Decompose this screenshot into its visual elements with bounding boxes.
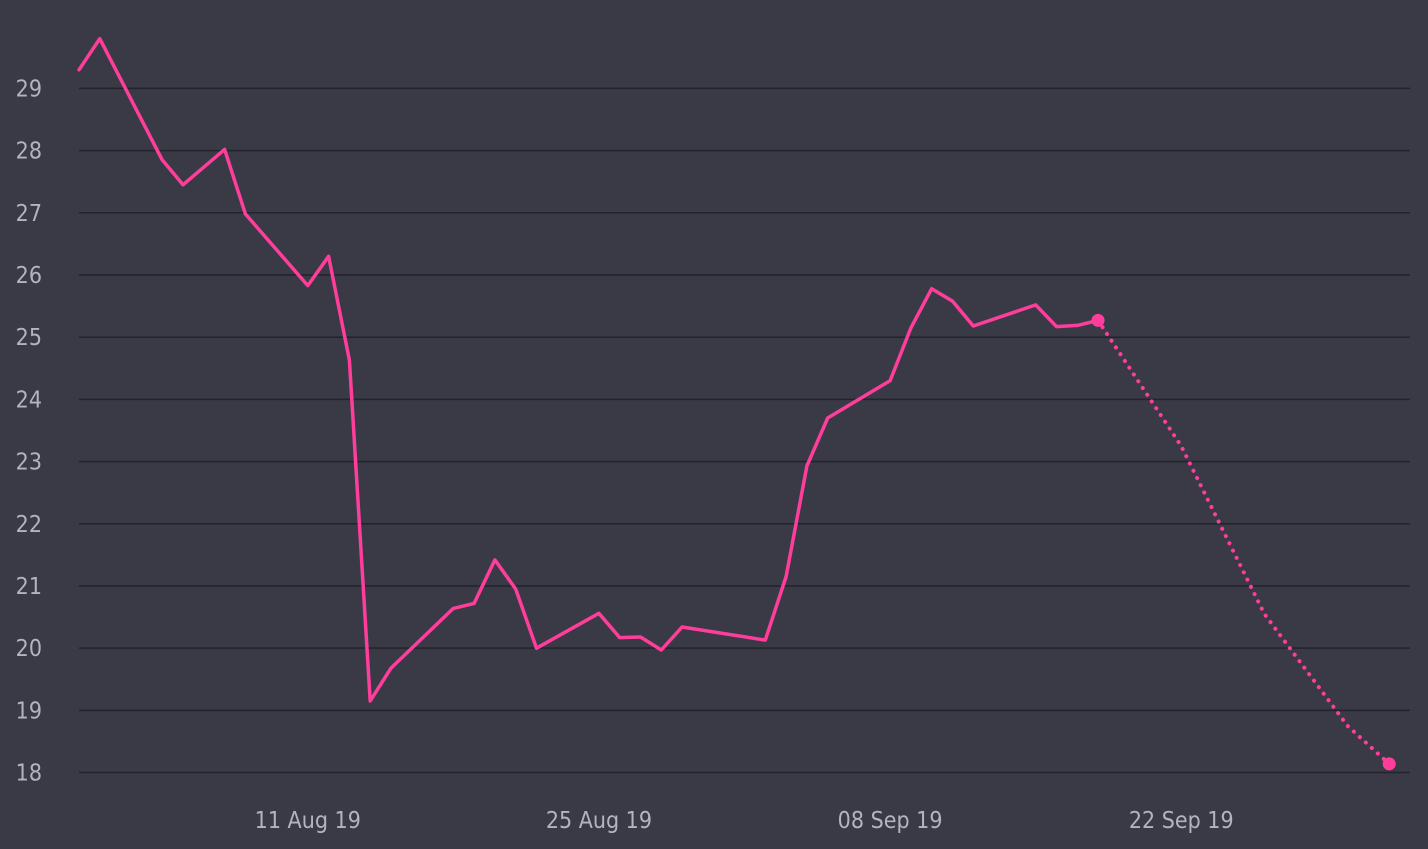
y-tick-label: 26 [16, 263, 42, 289]
forecast-line [1096, 318, 1392, 766]
end-point-marker [1382, 757, 1396, 771]
x-axis: 11 Aug 19 25 Aug 19 08 Sep 19 22 Sep 19 [255, 808, 1234, 834]
y-tick-label: 28 [16, 139, 42, 165]
y-tick-label: 19 [16, 698, 42, 724]
x-tick-label: 11 Aug 19 [255, 808, 361, 834]
y-tick-label: 23 [16, 450, 42, 476]
y-tick-label: 25 [16, 325, 42, 351]
y-tick-label: 29 [16, 76, 42, 102]
x-tick-label: 22 Sep 19 [1129, 808, 1234, 834]
grid-lines [79, 87, 1410, 774]
x-tick-label: 08 Sep 19 [838, 808, 943, 834]
x-tick-label: 25 Aug 19 [546, 808, 652, 834]
y-tick-label: 24 [16, 387, 42, 413]
series-line [77, 36, 1100, 703]
y-axis: 18 19 20 21 22 23 24 25 26 27 28 29 [16, 76, 42, 786]
y-tick-label: 21 [16, 574, 42, 600]
y-tick-label: 27 [16, 201, 42, 227]
y-tick-label: 18 [16, 761, 42, 787]
y-tick-label: 20 [16, 636, 42, 662]
series-group [77, 36, 1396, 771]
y-tick-label: 22 [16, 512, 42, 538]
